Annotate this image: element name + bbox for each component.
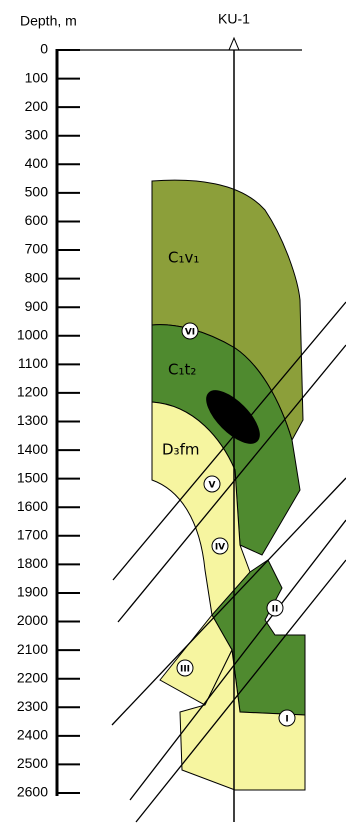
fault-label: IV (215, 543, 225, 553)
fault-label: VI (185, 328, 195, 338)
tick-label: 2200 (17, 669, 48, 685)
tick-label: 1200 (17, 384, 48, 400)
tick-label: 2500 (17, 755, 48, 771)
tick-label: 1600 (17, 498, 48, 514)
section-diagram: Depth, m KU-1 0 100 200 300 400 500 600 700 800 9… (0, 0, 346, 825)
depth-label: Depth, m (20, 13, 77, 29)
tick-label: 1500 (17, 469, 48, 485)
tick-label: 1000 (17, 326, 48, 342)
tick-label: 2400 (17, 727, 48, 743)
tick-label: 500 (25, 184, 49, 200)
well-arrow (229, 38, 239, 50)
formation-label: C₁t₂ (168, 361, 196, 379)
tick-label: 300 (25, 126, 49, 142)
fault-label: I (285, 715, 288, 725)
tick-label: 1700 (17, 527, 48, 543)
tick-label: 1900 (17, 584, 48, 600)
tick-label: 2000 (17, 612, 48, 628)
strata (152, 180, 305, 790)
tick-label: 1400 (17, 441, 48, 457)
tick-label: 800 (25, 269, 49, 285)
tick-label: 400 (25, 155, 49, 171)
tick-label: 700 (25, 241, 49, 257)
tick-label: 600 (25, 212, 49, 228)
tick-label: 0 (40, 41, 48, 57)
well-label: KU-1 (218, 11, 250, 27)
formation-label: D₃fm (162, 441, 199, 459)
formation-label: C₁v₁ (168, 249, 199, 267)
tick-label: 1800 (17, 555, 48, 571)
tick-label: 200 (25, 98, 49, 114)
depth-ticks: 0 100 200 300 400 500 600 700 800 900 1000 1100 1200… (17, 41, 80, 800)
tick-label: 1100 (18, 355, 48, 371)
fault-label: V (209, 481, 216, 491)
tick-label: 900 (25, 298, 49, 314)
fault-label: II (272, 605, 279, 615)
tick-label: 1300 (17, 412, 48, 428)
fault-label: III (180, 665, 190, 675)
tick-label: 100 (25, 69, 49, 85)
tick-label: 2100 (17, 641, 48, 657)
tick-label: 2600 (17, 784, 48, 800)
tick-label: 2300 (17, 698, 48, 714)
